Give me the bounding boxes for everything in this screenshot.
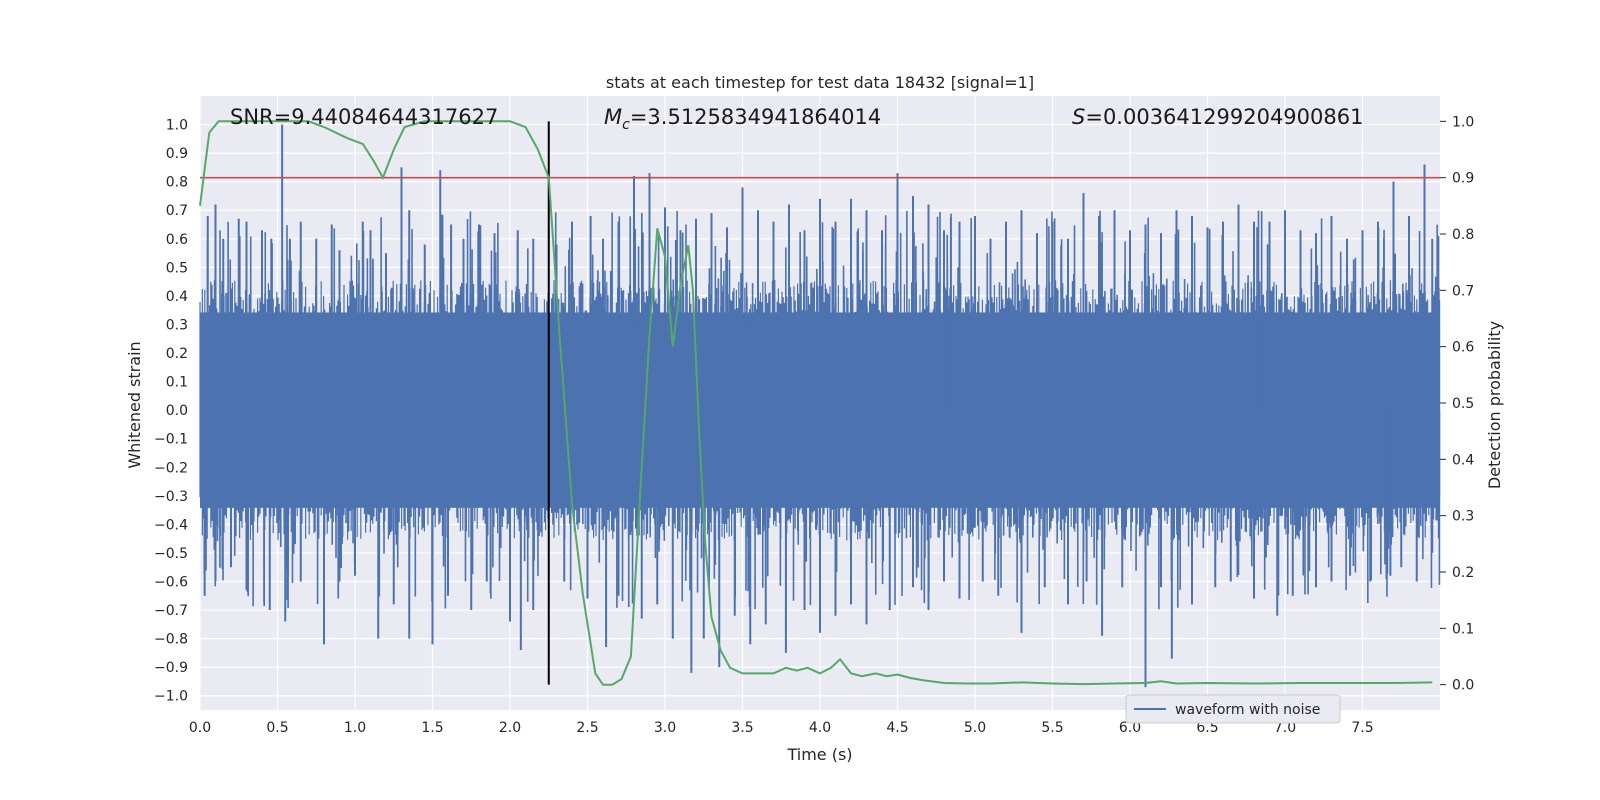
x-tick-label-8: 4.0 [809,720,831,736]
x-tick-label-1: 0.5 [266,720,288,736]
s-annotation: S=0.003641299204900861 [1072,105,1363,129]
y-right-tick-label-3: 0.7 [1452,283,1474,299]
y-left-tick-label-1: 0.9 [166,146,188,162]
y-left-tick-label-11: −0.1 [154,432,188,448]
x-tick-label-10: 5.0 [964,720,986,736]
chirp-mass-annotation: Mc=3.5125834941864014 [604,105,881,133]
y-left-tick-label-10: 0.0 [166,403,188,419]
chirp-mass-subscript: c [622,117,630,133]
s-value: =0.003641299204900861 [1085,105,1363,129]
x-tick-label-0: 0.0 [189,720,211,736]
legend: waveform with noise [1125,694,1341,724]
chart-title: stats at each timestep for test data 184… [606,73,1034,92]
y-left-tick-label-19: −0.9 [154,660,188,676]
y-left-tick-label-16: −0.6 [154,574,188,590]
y-axis-left-ticks: 1.0 0.9 0.8 0.7 0.6 0.5 0.4 0.3 0.2 0.1 0.0 −0.1 −0.… [154,118,188,705]
y-left-tick-label-18: −0.8 [154,632,188,648]
x-tick-label-11: 5.5 [1041,720,1063,736]
x-tick-label-14: 7.0 [1274,720,1296,736]
y-left-tick-label-0: 1.0 [166,118,188,134]
x-tick-label-13: 6.5 [1196,720,1218,736]
y-left-tick-label-8: 0.2 [166,346,188,362]
x-tick-label-6: 3.0 [654,720,676,736]
y-axis-right-label: Detection probability [1485,321,1504,489]
x-tick-label-15: 7.5 [1351,720,1373,736]
legend-label: waveform with noise [1175,702,1320,718]
s-symbol: S [1072,105,1085,129]
y-left-tick-label-20: −1.0 [154,689,188,705]
y-axis-left-label: Whitened strain [125,341,144,468]
waveform-series [199,124,1441,688]
y-left-tick-label-3: 0.7 [166,203,188,219]
y-right-tick-label-10: 0.0 [1452,678,1474,694]
y-left-tick-label-15: −0.5 [154,546,188,562]
y-axis-right-ticks: 1.0 0.9 0.8 0.7 0.6 0.5 0.4 0.3 0.2 0.1 0.0 [1440,114,1474,694]
y-right-tick-label-0: 1.0 [1452,114,1474,130]
snr-annotation: SNR=9.44084644317627 [230,105,498,129]
y-right-tick-label-5: 0.5 [1452,396,1474,412]
y-right-tick-label-7: 0.3 [1452,509,1474,525]
x-tick-label-2: 1.0 [344,720,366,736]
y-left-tick-label-13: −0.3 [154,489,188,505]
x-tick-label-7: 3.5 [731,720,753,736]
y-right-tick-label-6: 0.4 [1452,452,1474,468]
x-axis-ticks: 0.0 0.5 1.0 1.5 2.0 2.5 3.0 3.5 4.0 4.5 5.0 5.5 6.0 6… [189,720,1374,736]
probability-series [199,120,1433,686]
probability-line [199,120,1433,686]
x-tick-label-5: 2.5 [576,720,598,736]
y-left-tick-label-9: 0.1 [166,375,188,391]
y-right-tick-label-2: 0.8 [1452,227,1474,243]
chirp-mass-symbol: M [604,105,622,129]
y-left-tick-label-5: 0.5 [166,260,188,276]
y-left-tick-label-7: 0.3 [166,317,188,333]
x-tick-label-4: 2.0 [499,720,521,736]
y-left-tick-label-4: 0.6 [166,232,188,248]
y-left-tick-label-6: 0.4 [166,289,188,305]
y-left-tick-label-17: −0.7 [154,603,188,619]
x-tick-label-12: 6.0 [1119,720,1141,736]
y-right-tick-label-1: 0.9 [1452,171,1474,187]
y-left-tick-label-12: −0.2 [154,460,188,476]
y-left-tick-label-2: 0.8 [166,175,188,191]
y-right-tick-label-8: 0.2 [1452,565,1474,581]
x-tick-label-3: 1.5 [421,720,443,736]
x-tick-label-9: 4.5 [886,720,908,736]
legend-box [1125,694,1341,724]
y-right-tick-label-4: 0.6 [1452,340,1474,356]
chirp-mass-value: =3.5125834941864014 [630,105,881,129]
y-left-tick-label-14: −0.4 [154,517,188,533]
y-right-tick-label-9: 0.1 [1452,621,1474,637]
x-axis-label: Time (s) [786,745,852,764]
